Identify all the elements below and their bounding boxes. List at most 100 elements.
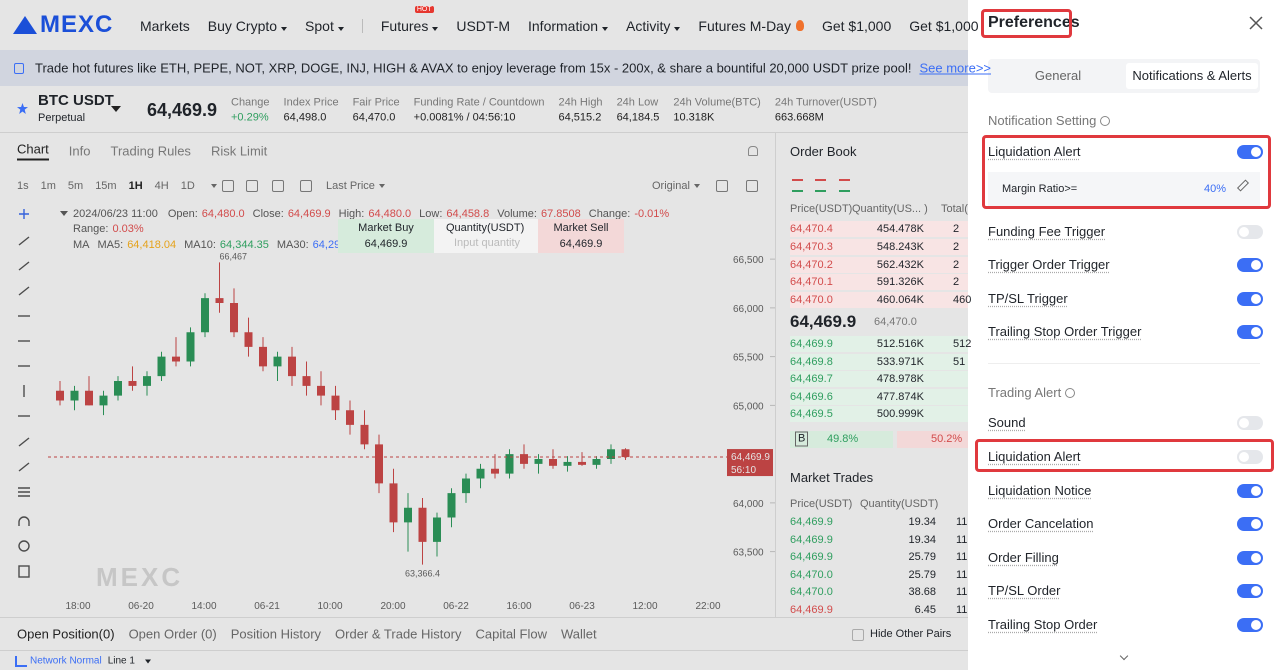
market-sell[interactable]: Market Sell 64,469.9 — [538, 219, 624, 253]
legend-value: 64,344.35 — [219, 239, 269, 251]
stat-value: 663.668M — [774, 111, 824, 124]
market-buy[interactable]: Market Buy 64,469.9 — [338, 219, 434, 253]
nav-item[interactable]: Get $1,000 — [909, 18, 978, 34]
sell-ratio: 50.2% — [931, 433, 963, 445]
candle-body — [70, 390, 79, 401]
nav-item[interactable]: Markets — [140, 18, 190, 34]
tab[interactable]: General — [1034, 68, 1082, 83]
interval[interactable]: 1D — [180, 180, 195, 192]
setting-label: Trailing Stop Order — [988, 617, 1098, 632]
toggle-knob — [1251, 553, 1261, 563]
stat-value: 64,184.5 — [616, 111, 660, 124]
nav-item[interactable]: Spot — [305, 18, 344, 34]
interval[interactable]: 15m — [95, 180, 117, 192]
toggle-knob — [1251, 327, 1261, 337]
legend-label: MA10: — [184, 239, 216, 251]
checkbox[interactable] — [852, 629, 864, 641]
line-select[interactable]: Line 1 — [107, 655, 135, 667]
buy-ratio: 49.8% — [827, 433, 859, 445]
ask-total: 2 — [953, 223, 960, 235]
price-type-label[interactable]: Last Price — [326, 180, 375, 192]
candle-body — [259, 346, 267, 367]
tab[interactable]: Risk Limit — [210, 143, 268, 159]
tab[interactable]: Wallet — [561, 626, 597, 642]
toggle[interactable] — [1237, 258, 1263, 272]
tab[interactable]: Notifications & Alerts — [1132, 68, 1252, 83]
nav-item[interactable]: Activity — [626, 18, 681, 34]
x-tick-label: 20:00 — [380, 601, 405, 612]
toggle[interactable] — [1237, 584, 1263, 598]
nav-item-text[interactable]: Activity — [626, 18, 671, 34]
nav-item-text[interactable]: Markets — [140, 18, 190, 34]
toggle[interactable] — [1237, 551, 1263, 565]
tab[interactable]: Order & Trade History — [335, 626, 462, 642]
caret — [281, 27, 288, 31]
nav-item-text[interactable]: Information — [528, 18, 599, 34]
nav-item[interactable]: Futures HOT — [380, 6, 439, 34]
candle-body — [201, 298, 209, 333]
nav-item-text[interactable]: USDT-M — [456, 18, 510, 34]
nav-item-text[interactable]: Spot — [305, 18, 334, 34]
legend-value: 64,480.0 — [368, 208, 412, 220]
trade-qty: 38.68 — [908, 586, 936, 599]
setting-label: Order Filling — [988, 550, 1059, 565]
nav-item-text[interactable]: Get $1,000 — [909, 18, 979, 34]
stat: 24h Turnover(USDT) 663.668M — [775, 97, 877, 124]
toggle[interactable] — [1237, 618, 1263, 632]
toggle[interactable] — [1237, 517, 1263, 531]
trade-time: 11 — [956, 516, 968, 528]
caret — [674, 27, 681, 31]
tab[interactable]: Chart — [17, 142, 49, 161]
divider — [0, 650, 968, 651]
toggle[interactable] — [1237, 484, 1263, 498]
toggle[interactable] — [1237, 145, 1263, 159]
toggle[interactable] — [1237, 225, 1263, 239]
nav-item-text[interactable]: Futures — [380, 18, 429, 34]
nav-item[interactable]: Information — [528, 18, 609, 34]
tab[interactable]: Open Position(0) — [17, 626, 115, 642]
setting-label: Liquidation Alert — [988, 449, 1081, 464]
nav-item[interactable]: Futures M-Day — [698, 18, 804, 34]
tool-icon — [716, 180, 728, 192]
x-tick-label: 16:00 — [506, 601, 531, 612]
interval[interactable]: 1s — [17, 180, 29, 192]
candle-body — [549, 459, 557, 466]
modal-overlay[interactable] — [0, 0, 968, 670]
tab[interactable]: Position History — [230, 626, 322, 642]
nav-item[interactable]: Buy Crypto — [207, 18, 288, 34]
interval[interactable]: 1m — [40, 180, 56, 192]
symbol[interactable]: BTC USDT — [38, 92, 114, 109]
nav-menu: Markets Buy Crypto Spot Futures HOT USDT-M Inf… — [140, 6, 979, 34]
trade-price: 64,469.9 — [790, 516, 833, 528]
toggle[interactable] — [1237, 325, 1263, 339]
view-mode-label[interactable]: Original — [652, 180, 690, 192]
tab[interactable]: Open Order (0) — [128, 626, 217, 642]
nav-item-text[interactable]: Buy Crypto — [207, 18, 278, 34]
nav-item-text[interactable]: Futures M-Day — [698, 18, 791, 34]
nav-item[interactable]: Get $1,000 — [822, 18, 891, 34]
interval[interactable]: 4H — [154, 180, 169, 192]
banner: Trade hot futures like ETH, PEPE, NOT, X… — [35, 61, 991, 76]
tab[interactable]: Capital Flow — [475, 626, 547, 642]
stat-label: Funding Rate / Countdown — [413, 96, 545, 109]
tab[interactable]: Trading Rules — [110, 143, 191, 159]
column-header: Total( — [941, 203, 968, 215]
segment-active[interactable] — [1126, 63, 1258, 89]
toggle[interactable] — [1237, 416, 1263, 430]
candle-body — [157, 356, 166, 377]
quantity-field[interactable]: Quantity(USDT) Input quantity — [434, 219, 538, 253]
nav-item[interactable]: USDT-M — [456, 18, 510, 34]
tab[interactable]: Info — [68, 143, 91, 159]
toggle[interactable] — [1237, 450, 1263, 464]
interval[interactable]: 1H — [128, 180, 143, 192]
banner-link[interactable]: See more>> — [919, 60, 991, 76]
close-button[interactable] — [1249, 16, 1263, 30]
mark-price: 64,470.0 — [874, 316, 917, 328]
interval[interactable]: 5m — [67, 180, 84, 192]
legend-date: 2024/06/23 11:00 — [73, 208, 158, 220]
nav-item-text[interactable]: Get $1,000 — [821, 18, 892, 34]
depth-bar — [790, 221, 968, 237]
toggle[interactable] — [1237, 292, 1263, 306]
ask-price: 64,470.0 — [790, 294, 833, 307]
x-tick-label: 06-22 — [443, 601, 469, 612]
